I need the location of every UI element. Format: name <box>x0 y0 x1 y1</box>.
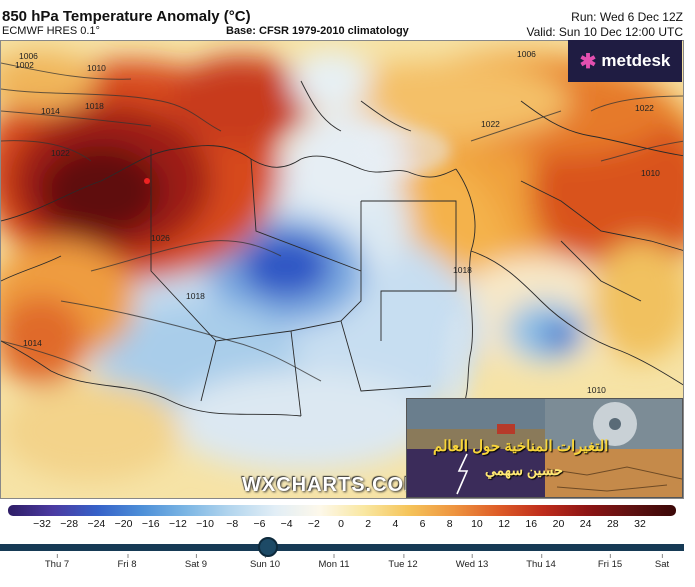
timeline-day[interactable]: Tue 12 <box>388 554 418 570</box>
colorbar-tick: 4 <box>392 518 399 530</box>
isobar-label-5: 1022 <box>51 148 70 158</box>
anomaly-map: 1002 1006 1010 1014 1018 1022 1026 1018 … <box>0 40 684 499</box>
colorbar-tick: −12 <box>169 518 187 530</box>
isobar-label-12: 1006 <box>517 49 536 59</box>
map-svg: 1002 1006 1010 1014 1018 1022 1026 1018 … <box>1 41 683 498</box>
colorbar-tick: 0 <box>338 518 344 530</box>
colorbar-tick: 20 <box>552 518 565 530</box>
isobar-label-14: 1010 <box>641 168 660 178</box>
isobar-label-3: 1014 <box>41 106 60 116</box>
colorbar-tick: −4 <box>280 518 293 530</box>
colorbar-tick: −6 <box>253 518 266 530</box>
chart-title: 850 hPa Temperature Anomaly (°C) <box>2 8 251 25</box>
collage-svg <box>407 399 682 497</box>
colorbar-tick: 24 <box>579 518 592 530</box>
timeline-day[interactable]: Thu 14 <box>526 554 556 570</box>
colorbar-tick: 8 <box>446 518 453 530</box>
colorbar-tick: −28 <box>60 518 79 530</box>
chart-header: 850 hPa Temperature Anomaly (°C) ECMWF H… <box>0 0 695 40</box>
drought-photo <box>545 449 682 497</box>
timeline-handle[interactable] <box>258 537 278 557</box>
isobar-label-10: 1018 <box>453 265 472 275</box>
colorbar-tick: −10 <box>196 518 214 530</box>
overlay-caption-author: حسين سهمي <box>485 462 563 478</box>
colorbar-tick: −16 <box>141 518 160 530</box>
isobar-label-9: 1022 <box>481 119 500 129</box>
timeline-day[interactable]: Sat <box>654 554 670 570</box>
isobar-label-1: 1006 <box>19 51 38 61</box>
colorbar-tick: −24 <box>87 518 106 530</box>
colorbar-tick: −2 <box>307 518 320 530</box>
borders <box>1 80 683 417</box>
isobar-label-0: 1002 <box>15 60 34 70</box>
colorbar-ticks: −32 −28 −24 −20 −16 −12 −10 −8 −6 −4 −2 0 2 4 6 8 10 12 16… <box>0 518 684 532</box>
lightning-photo <box>407 449 545 497</box>
isobar-label-8: 1014 <box>23 338 42 348</box>
model-label: ECMWF HRES 0.1° <box>2 25 100 37</box>
right-margin <box>684 0 695 587</box>
colorbar-tick: −32 <box>33 518 51 530</box>
timeline-day[interactable]: Wed 13 <box>455 554 489 570</box>
timeline-day[interactable]: Fri 15 <box>597 554 623 570</box>
colorbar-tick: 2 <box>365 518 372 530</box>
colorbar-tick: 6 <box>419 518 426 530</box>
anomaly-field <box>1 51 683 481</box>
isobar-label-7: 1018 <box>186 291 205 301</box>
colorbar-tick: 16 <box>525 518 538 530</box>
isobar-label-2: 1010 <box>87 63 106 73</box>
colorbar <box>8 505 676 516</box>
metdesk-star-icon: ✱ <box>579 50 597 73</box>
isobar-label-4: 1018 <box>85 101 104 111</box>
metdesk-logo: ✱ metdesk <box>568 40 682 82</box>
colorbar-tick: 32 <box>634 518 646 530</box>
wxcharts-watermark: WXCHARTS.COM <box>242 474 422 496</box>
timeline-day[interactable]: Fri 8 <box>117 554 137 570</box>
colorbar-tick: −8 <box>226 518 239 530</box>
isobar-labels: 1002 1006 1010 1014 1018 1022 1026 1018 … <box>15 49 660 395</box>
timeline-day[interactable]: Mon 11 <box>318 554 350 570</box>
overlay-caption-title: التغيرات المناخية حول العالم <box>433 438 609 455</box>
base-climatology-label: Base: CFSR 1979-2010 climatology <box>226 25 409 37</box>
colorbar-tick: 28 <box>606 518 619 530</box>
overlay-photo-collage: التغيرات المناخية حول العالم حسين سهمي <box>406 398 683 498</box>
isobar-label-13: 1022 <box>635 103 654 113</box>
colorbar-tick: 12 <box>498 518 510 530</box>
timeline-day[interactable]: Sun 10 <box>249 554 281 570</box>
timeline-track[interactable] <box>0 544 684 551</box>
isobar-label-6: 1026 <box>151 233 170 243</box>
timeline-day[interactable]: Sat 9 <box>184 554 208 570</box>
logo-text: metdesk <box>601 51 671 70</box>
timeline-day[interactable]: Thu 7 <box>44 554 70 570</box>
colorbar-tick: −20 <box>114 518 133 530</box>
valid-time-label: Valid: Sun 10 Dec 12:00 UTC <box>526 25 683 39</box>
run-time-label: Run: Wed 6 Dec 12Z <box>571 10 683 24</box>
colorbar-tick: 10 <box>471 518 483 530</box>
isobar-label-11: 1010 <box>587 385 606 395</box>
location-marker <box>144 178 150 184</box>
